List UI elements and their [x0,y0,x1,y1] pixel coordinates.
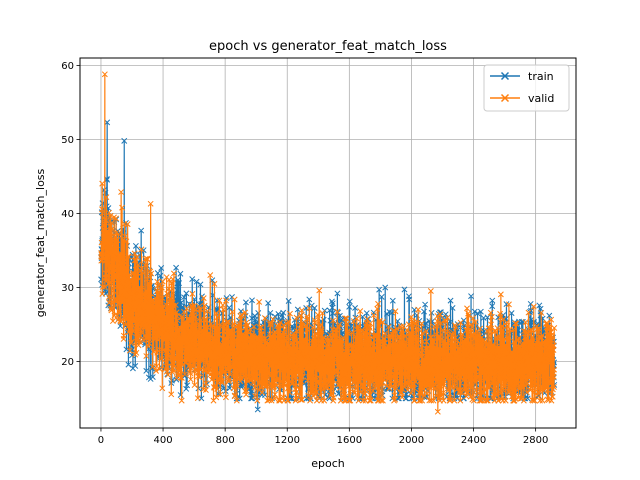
series-layer [98,71,558,415]
y-axis-label: generator_feat_match_loss [34,168,47,317]
legend-frame [483,64,570,112]
y-tick-label: 30 [61,283,74,294]
ticks: 0 400 800 1200 1600 2000 2400 2800 20 30 40 50 60 [61,61,548,446]
x-tick-label: 800 [216,435,235,446]
x-tick-label: 400 [154,435,173,446]
x-tick-label: 2400 [461,435,486,446]
legend-train-label: train [528,70,554,83]
legend-valid-marker [500,93,510,103]
x-axis-label: epoch [311,457,345,470]
x-tick-label: 1600 [337,435,362,446]
y-tick-label: 60 [61,61,74,72]
plot-frame [79,57,577,429]
legend-train-marker [500,71,510,81]
series-marker-path-valid [98,71,558,415]
series-markers-valid [98,71,558,415]
x-tick-label: 2000 [399,435,424,446]
y-tick-label: 40 [61,209,74,220]
legend-valid-label: valid [528,92,554,105]
chart-title: epoch vs generator_feat_match_loss [209,39,447,54]
y-tick-label: 50 [61,135,74,146]
legend: train valid [483,64,570,112]
x-tick-label: 1200 [275,435,300,446]
x-tick-label: 2800 [523,435,548,446]
x-tick-label: 0 [98,435,104,446]
y-tick-label: 20 [61,357,74,368]
